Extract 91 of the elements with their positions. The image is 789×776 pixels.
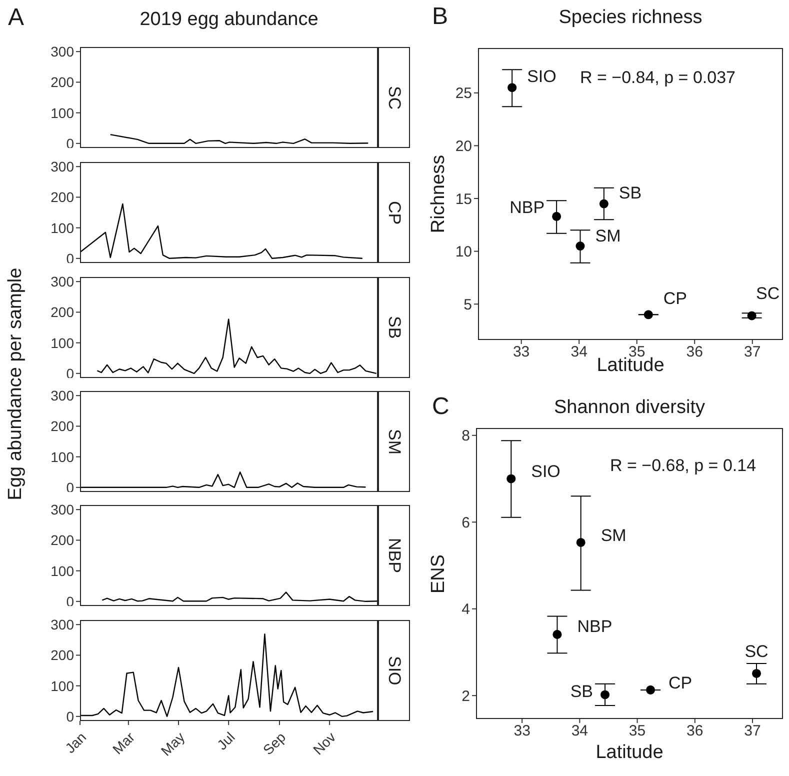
y-tick-label: 100: [50, 562, 74, 579]
point: [552, 212, 562, 221]
y-tick-label: 100: [50, 334, 74, 351]
point: [508, 83, 517, 92]
annotation: CP: [668, 673, 692, 692]
x-tick-label: 37: [744, 722, 761, 740]
y-axis-title: ENS: [428, 554, 450, 594]
y-tick-label: 0: [66, 708, 74, 724]
y-tick-label: 200: [50, 304, 74, 320]
x-tick-label: Jan: [62, 728, 90, 756]
y-tick-label: 300: [50, 502, 74, 518]
y-tick-label: 300: [50, 616, 74, 633]
annotation: SM: [600, 526, 626, 545]
point: [747, 311, 756, 320]
x-axis-title: Latitude: [594, 742, 664, 764]
text: B: [432, 3, 448, 31]
chart-title: 2019 egg abundance: [138, 9, 320, 31]
y-tick-label: 300: [50, 388, 74, 404]
text: SM: [384, 428, 404, 454]
annotation: SB: [618, 183, 642, 202]
line-series: [80, 633, 374, 718]
x-tick-label: 34: [570, 344, 588, 361]
text: NBP: [384, 538, 404, 573]
annotation: SIO: [531, 462, 560, 482]
y-tick-label: 200: [50, 647, 74, 664]
x-tick-label: Sep: [260, 728, 289, 758]
y-axis-title: Egg abundance per sample: [5, 268, 27, 500]
y-tick-label: 15: [455, 190, 472, 208]
point: [576, 538, 586, 547]
x-tick-label: Mar: [109, 728, 138, 758]
chart-title: Species richness: [558, 7, 704, 29]
text: C: [432, 393, 450, 421]
annotation: CP: [663, 289, 688, 308]
text: SB: [384, 316, 404, 339]
line-series: [96, 318, 377, 374]
annotation: NBP: [577, 616, 612, 636]
annotation: R = −0.84, p = 0.037: [580, 68, 736, 88]
y-tick-label: 200: [50, 74, 74, 90]
y-tick-label: 10: [455, 244, 472, 261]
annotation: SC: [756, 284, 780, 304]
line-series: [80, 203, 363, 260]
point: [644, 310, 653, 320]
point: [599, 199, 608, 208]
annotation: R = −0.68, p = 0.14: [610, 456, 756, 476]
x-tick-label: 33: [514, 722, 530, 740]
y-tick-label: 100: [50, 220, 74, 236]
text: CP: [384, 200, 404, 224]
annotation: SM: [595, 226, 621, 246]
y-tick-label: 200: [50, 532, 74, 548]
y-tick-label: 300: [50, 274, 74, 290]
x-tick-label: 33: [512, 344, 530, 361]
x-tick-label: 35: [628, 722, 646, 740]
y-tick-label: 6: [462, 514, 470, 532]
x-tick-label: 34: [571, 722, 588, 740]
y-tick-label: 8: [462, 428, 470, 445]
point: [552, 630, 562, 639]
text: SC: [384, 86, 404, 110]
y-tick-label: 4: [462, 601, 470, 618]
line-series: [110, 134, 369, 144]
y-tick-label: 20: [455, 138, 472, 156]
point: [506, 474, 516, 484]
line-series: [102, 592, 378, 602]
annotation: SC: [744, 642, 768, 661]
y-tick-label: 5: [464, 296, 472, 314]
y-tick-label: 300: [50, 44, 74, 60]
annotation: SIO: [527, 67, 556, 86]
point: [576, 242, 585, 251]
chart-title: Shannon diversity: [552, 397, 706, 419]
y-tick-label: 200: [50, 189, 74, 206]
y-axis-title: Richness: [428, 154, 450, 234]
y-tick-label: 100: [50, 678, 74, 694]
x-tick-label: Nov: [310, 728, 339, 758]
point: [752, 668, 762, 678]
point: [600, 690, 610, 700]
y-tick-label: 200: [50, 418, 74, 434]
text: A: [8, 4, 24, 32]
line-series: [80, 472, 366, 488]
x-tick-label: 37: [744, 344, 761, 361]
text: SIO: [384, 656, 404, 686]
annotation: SB: [570, 682, 594, 702]
annotation: NBP: [510, 198, 545, 217]
x-tick-label: 36: [686, 344, 703, 361]
x-tick-label: May: [158, 728, 188, 759]
point: [646, 685, 656, 694]
y-tick-label: 100: [50, 104, 74, 121]
y-tick-label: 100: [50, 448, 74, 465]
y-tick-label: 25: [455, 85, 472, 102]
y-tick-label: 300: [50, 158, 74, 175]
x-tick-label: 36: [686, 722, 704, 740]
y-tick-label: 2: [462, 688, 470, 705]
x-tick-label: Jul: [214, 728, 238, 753]
